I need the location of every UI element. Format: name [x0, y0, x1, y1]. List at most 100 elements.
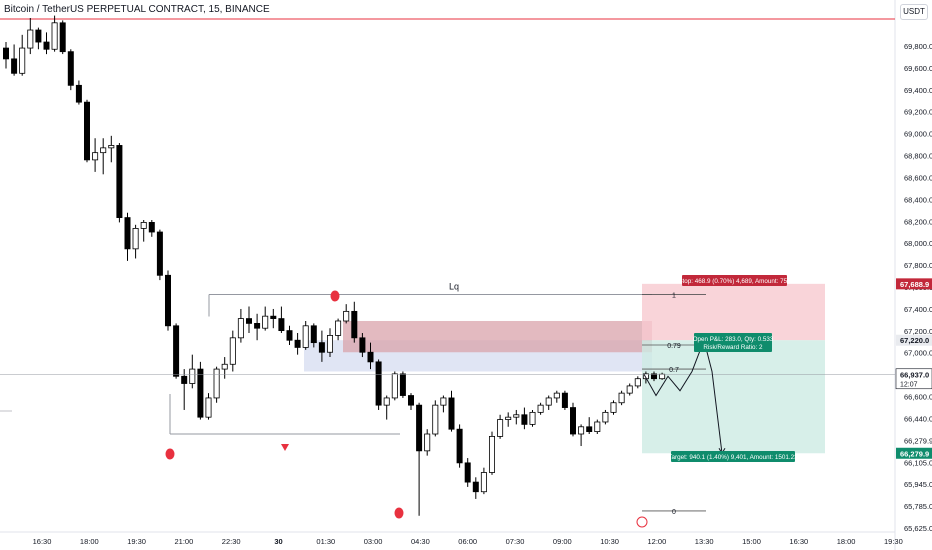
swing-marker: [394, 507, 404, 519]
candle-body-down: [570, 407, 577, 435]
candle-body-up: [92, 152, 99, 161]
candle: [545, 395, 552, 410]
candle: [221, 357, 228, 379]
time-tick-label: 19:30: [127, 537, 146, 546]
time-tick-label: 07:30: [506, 537, 525, 546]
candle: [286, 325, 293, 346]
candle: [108, 135, 115, 163]
candle-body-down: [651, 373, 658, 380]
candle: [416, 402, 423, 516]
time-tick-label: 15:00: [742, 537, 761, 546]
price-tick-label: 67,400.0: [904, 305, 932, 314]
candle: [634, 376, 641, 389]
candle-body-down: [254, 322, 261, 329]
candle: [116, 143, 123, 223]
candle-body-up: [578, 426, 585, 435]
candle-body-up: [424, 433, 431, 452]
candle-body-up: [100, 147, 107, 154]
candle: [294, 333, 301, 355]
candle: [67, 49, 74, 91]
candle-body-down: [35, 29, 42, 43]
candle-body-down: [367, 351, 374, 363]
price-tick-label: 68,200.0: [904, 217, 932, 226]
fib-label: 0: [672, 509, 676, 516]
swing-marker: [330, 290, 340, 302]
candle-body-up: [594, 421, 601, 433]
candles: [3, 15, 666, 516]
time-tick-label: 12:00: [648, 537, 667, 546]
candle: [302, 320, 309, 350]
zones: [304, 283, 825, 454]
price-tick-label: 69,800.0: [904, 42, 932, 51]
candle-body-up: [432, 404, 439, 435]
entry-price-tag: [896, 334, 932, 346]
price-tick-label: 68,000.0: [904, 239, 932, 248]
candle: [189, 354, 196, 389]
current-price-tag: [895, 368, 932, 390]
price-tick-label: 69,000.0: [904, 130, 932, 139]
candle-body-up: [440, 397, 447, 406]
lq-label: Lq: [449, 282, 459, 292]
candle: [59, 20, 66, 55]
current-price-tag-timer: 12:07: [900, 381, 918, 388]
fib-label: 0.79: [667, 343, 681, 350]
supply-zone: [343, 320, 652, 353]
candle: [488, 431, 495, 475]
candle-body-down: [67, 51, 74, 86]
candle-body-up: [618, 392, 625, 404]
candle: [570, 402, 577, 437]
time-tick-label: 30: [274, 537, 282, 546]
candle-body-up: [51, 22, 58, 50]
candle-body-down: [164, 274, 171, 327]
price-tick-label: 68,800.0: [904, 152, 932, 161]
labels: Stop: 468.9 (0.70%) 4,689, Amount: 750 Op…: [668, 275, 932, 462]
candle: [270, 308, 277, 329]
price-tick-label: 67,800.0: [904, 261, 932, 270]
candle: [229, 330, 236, 372]
candle-body-up: [610, 402, 617, 413]
entry-price-tag-text: 67,220.0: [900, 336, 929, 345]
candle: [11, 44, 18, 76]
swing-marker: [165, 448, 175, 460]
candle-body-down: [148, 221, 155, 233]
candle-body-up: [27, 29, 34, 49]
currency-button[interactable]: USDT: [900, 4, 928, 20]
overlays: Lq 1 0.79 0.7 0: [0, 282, 895, 528]
price-tick-label: 69,600.0: [904, 64, 932, 73]
time-tick-label: 09:00: [553, 537, 572, 546]
projection-path: [643, 338, 723, 454]
alert-clock-icon[interactable]: [636, 516, 648, 528]
candle: [578, 424, 585, 447]
time-tick-label: 21:00: [175, 537, 194, 546]
candle-body-up: [529, 411, 536, 425]
candle: [132, 224, 139, 259]
candle: [310, 323, 317, 348]
candle-body-down: [456, 428, 463, 464]
price-tick-label: 66,600.0: [904, 393, 932, 402]
candle-body-up: [205, 397, 212, 418]
candle-body-up: [480, 472, 487, 493]
time-tick-label: 19:30: [884, 537, 903, 546]
candle-body-down: [245, 318, 252, 324]
candle-body-up: [140, 221, 147, 229]
candle-body-up: [488, 436, 495, 473]
candle: [464, 458, 471, 487]
fib-label: 1: [672, 293, 676, 300]
candle-body-down: [11, 58, 18, 74]
candle: [407, 393, 414, 410]
candle-body-up: [335, 320, 342, 336]
candle: [164, 270, 171, 331]
price-tick-label: 67,000.0: [904, 349, 932, 358]
candle: [594, 419, 601, 435]
stop-info-box-text: Stop: 468.9 (0.70%) 4,689, Amount: 750: [678, 278, 791, 285]
candle: [262, 306, 269, 331]
stop-price-tag: [896, 278, 932, 290]
candle-body-up: [213, 368, 220, 399]
current-price-tag-text: 66,937.0: [900, 370, 929, 379]
candle: [181, 369, 188, 410]
candle: [399, 371, 406, 398]
candle-body-up: [553, 392, 560, 399]
candle-body-down: [416, 404, 423, 452]
candle-body-down: [3, 47, 9, 60]
